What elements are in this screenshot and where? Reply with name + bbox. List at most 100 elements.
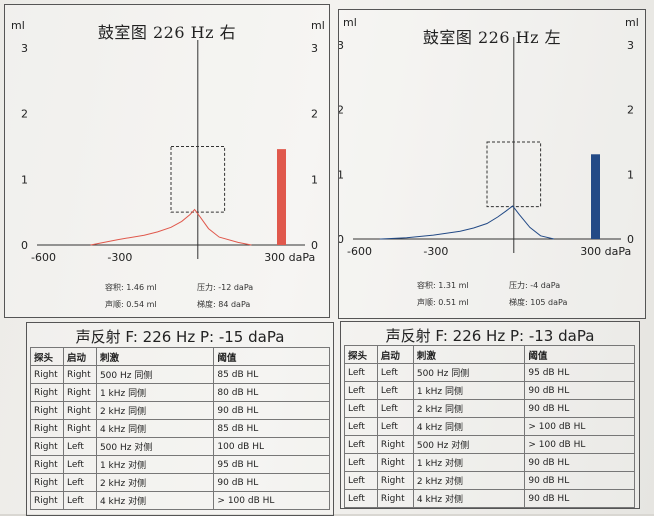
reflex-title-params: F: 226 Hz P: -15 daPa (120, 328, 285, 346)
y-tick-label-right: 0 (627, 233, 634, 246)
stimulus-cell: 4 kHz 同侧 (95, 419, 215, 438)
threshold-cell: 90 dB HL (524, 489, 635, 508)
reflex-left-tbody: Left Left 500 Hz 同侧 95 dB HL Left Left 1 kHz 同… (344, 363, 635, 508)
table-row: Right Left 500 Hz 对侧 100 dB HL (30, 437, 330, 456)
ear-canal-volume-bar (277, 149, 286, 245)
reflex-title-zh: 声反射 (385, 327, 431, 345)
threshold-cell: 95 dB HL (524, 363, 635, 382)
probe-cell: Right (30, 491, 64, 510)
start-cell: Left (376, 381, 414, 400)
acoustic-reflex-left-box: 声反射 F: 226 Hz P: -13 daPa 探头 启动 刺激 阈值 Le… (340, 321, 640, 509)
stimulus-cell: 500 Hz 同侧 (95, 365, 215, 384)
table-row: Right Left 1 kHz 对侧 95 dB HL (30, 455, 330, 474)
reflex-title-params: F: 226 Hz P: -13 daPa (430, 327, 595, 345)
stimulus-cell: 4 kHz 同侧 (412, 417, 526, 436)
table-row: Left Right 2 kHz 对侧 90 dB HL (344, 471, 635, 490)
unit-label-left: ml (11, 19, 25, 32)
table-row: Left Left 4 kHz 同侧 > 100 dB HL (344, 417, 635, 436)
x-tick-label: -300 (423, 245, 448, 258)
threshold-cell: 90 dB HL (524, 471, 635, 490)
start-cell: Left (376, 417, 414, 436)
unit-label-right: ml (625, 16, 639, 29)
table-row: Right Right 4 kHz 同侧 85 dB HL (30, 419, 330, 438)
y-tick-label-left: 2 (21, 108, 28, 121)
gradient-readout: 梯度: 84 daPa (197, 300, 251, 309)
compliance-readout: 声顺: 0.51 ml (417, 298, 469, 307)
y-tick-label-right: 1 (627, 168, 634, 181)
header-stimulus: 刺激 (412, 345, 526, 364)
stimulus-cell: 1 kHz 对侧 (412, 453, 526, 472)
probe-cell: Left (344, 417, 378, 436)
threshold-cell: 90 dB HL (213, 401, 330, 420)
gradient-readout: 梯度: 105 daPa (509, 298, 568, 307)
y-tick-label-right: 3 (311, 42, 318, 55)
x-tick-label: -600 (347, 245, 372, 258)
reflex-right-tbody: Right Right 500 Hz 同侧 85 dB HL Right Right 1 k… (30, 365, 330, 510)
start-cell: Right (62, 365, 97, 384)
y-tick-label-right: 2 (311, 108, 318, 121)
tympanogram-left-title: 鼓室图 226 Hz 左 (422, 28, 562, 47)
reflex-right-table: 探头 启动 刺激 阈值 Right Right 500 Hz 同侧 85 dB HL R… (30, 347, 330, 510)
table-row: Left Left 2 kHz 同侧 90 dB HL (344, 399, 635, 418)
header-threshold: 阈值 (524, 345, 635, 364)
threshold-cell: 90 dB HL (524, 399, 635, 418)
stimulus-cell: 2 kHz 对侧 (412, 471, 526, 490)
table-row: Right Right 500 Hz 同侧 85 dB HL (30, 365, 330, 384)
table-header-row: 探头 启动 刺激 阈值 (344, 345, 635, 364)
pressure-readout: 压力: -12 daPa (197, 283, 254, 292)
table-row: Left Right 1 kHz 对侧 90 dB HL (344, 453, 635, 472)
probe-cell: Left (344, 471, 378, 490)
stimulus-cell: 2 kHz 同侧 (412, 399, 526, 418)
start-cell: Right (376, 489, 414, 508)
probe-cell: Left (344, 381, 378, 400)
y-tick-label-left: 3 (21, 42, 28, 55)
stimulus-cell: 2 kHz 同侧 (95, 401, 215, 420)
threshold-cell: > 100 dB HL (524, 417, 635, 436)
header-threshold: 阈值 (213, 347, 330, 366)
threshold-cell: 95 dB HL (213, 455, 330, 474)
y-tick-label-left: 0 (21, 239, 28, 252)
table-header-row: 探头 启动 刺激 阈值 (30, 347, 330, 366)
probe-cell: Right (30, 419, 64, 438)
header-start: 启动 (376, 345, 414, 364)
acoustic-reflex-right-box: 声反射 F: 226 Hz P: -15 daPa 探头 启动 刺激 阈值 Ri… (26, 322, 334, 516)
probe-cell: Right (30, 437, 64, 456)
y-tick-label-left: 1 (339, 168, 344, 181)
start-cell: Right (62, 383, 97, 402)
pressure-readout: 压力: -4 daPa (509, 281, 561, 290)
table-row: Left Left 1 kHz 同侧 90 dB HL (344, 381, 635, 400)
volume-readout: 容积: 1.46 ml (105, 283, 157, 292)
stimulus-cell: 500 Hz 同侧 (412, 363, 526, 382)
start-cell: Right (376, 471, 414, 490)
table-row: Right Left 4 kHz 对侧 > 100 dB HL (30, 491, 330, 510)
stimulus-cell: 1 kHz 同侧 (412, 381, 526, 400)
table-row: Right Left 2 kHz 对侧 90 dB HL (30, 473, 330, 492)
probe-cell: Right (30, 401, 64, 420)
threshold-cell: 90 dB HL (524, 453, 635, 472)
probe-cell: Right (30, 455, 64, 474)
tympanogram-left-chart: 3 32 21 10 0-600 -300 300 daPa (339, 37, 634, 258)
unit-label-left: ml (343, 16, 357, 29)
probe-cell: Left (344, 489, 378, 508)
y-tick-label-left: 3 (339, 39, 344, 52)
probe-cell: Left (344, 363, 378, 382)
y-tick-label-right: 3 (627, 39, 634, 52)
table-row: Left Right 500 Hz 对侧 > 100 dB HL (344, 435, 635, 454)
header-probe: 探头 (30, 347, 64, 366)
start-cell: Left (62, 491, 97, 510)
reflex-left-title: 声反射 F: 226 Hz P: -13 daPa (341, 325, 639, 346)
probe-cell: Left (344, 435, 378, 454)
normative-box (170, 146, 226, 213)
header-probe: 探头 (344, 345, 378, 364)
start-cell: Left (62, 473, 97, 492)
table-row: Left Right 4 kHz 对侧 90 dB HL (344, 489, 635, 508)
tympanogram-right-chart: 3 32 21 10 0-600 -300 300 daPa (21, 40, 318, 264)
header-stimulus: 刺激 (95, 347, 215, 366)
stimulus-cell: 1 kHz 对侧 (95, 455, 215, 474)
probe-cell: Right (30, 365, 64, 384)
x-tick-label: 300 daPa (580, 245, 631, 258)
probe-cell: Left (344, 399, 378, 418)
tympanogram-left-panel: 鼓室图 226 Hz 左 ml ml 3 3 2 2 1 1 0 0 -600 -300 300 d… (338, 9, 646, 319)
x-tick-label: -300 (107, 251, 132, 264)
